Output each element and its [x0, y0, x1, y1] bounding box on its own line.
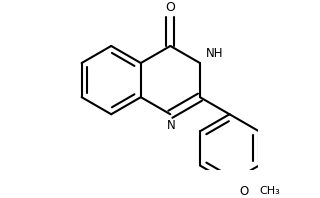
Text: NH: NH	[206, 47, 223, 60]
Text: O: O	[165, 1, 175, 14]
Text: O: O	[240, 185, 249, 198]
Text: CH₃: CH₃	[260, 186, 281, 196]
Text: N: N	[167, 119, 176, 132]
